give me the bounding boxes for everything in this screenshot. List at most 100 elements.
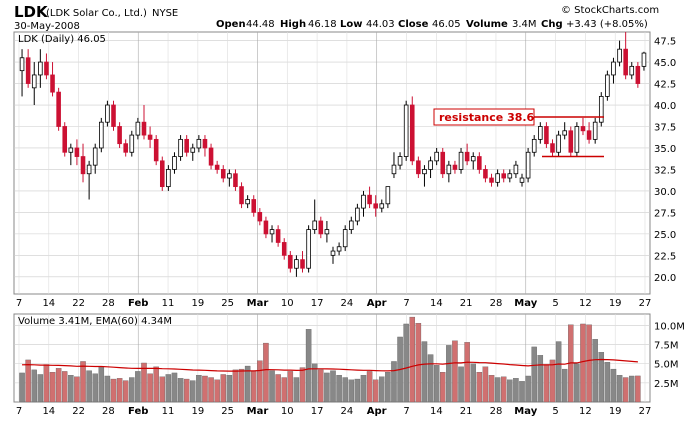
candle-body — [355, 207, 360, 222]
volume-x-tick-label: May — [514, 406, 537, 417]
price-y-tick-label: 45.0 — [654, 58, 676, 69]
price-x-tick-label: 21 — [460, 298, 473, 309]
candle-body — [227, 173, 232, 179]
price-y-tick-label: 47.5 — [654, 37, 676, 48]
price-x-tick-label: May — [514, 298, 537, 309]
candle-body — [556, 134, 561, 153]
volume-bar — [196, 375, 202, 403]
volume-bar — [500, 376, 507, 403]
volume-bar — [537, 355, 544, 403]
candle-body — [416, 160, 421, 175]
price-y-tick-label: 22.5 — [654, 251, 676, 262]
candle-body — [68, 147, 74, 153]
candle-body — [25, 57, 31, 84]
price-x-tick-label: Feb — [128, 298, 148, 309]
price-y-tick-label: 40.0 — [654, 101, 676, 112]
candle-body — [458, 151, 464, 170]
volume-bar — [360, 375, 367, 403]
volume-bar — [385, 372, 391, 403]
candle-body — [641, 52, 647, 67]
candle-body — [330, 250, 336, 256]
volume-bar — [476, 372, 483, 403]
candle-body — [598, 96, 604, 123]
candle-body — [159, 160, 165, 188]
volume-bar — [275, 374, 281, 403]
volume-x-tick-label: Mar — [247, 406, 269, 417]
volume-bar — [391, 361, 397, 403]
candle-body — [629, 65, 635, 76]
candle-body — [519, 177, 525, 183]
candle-body — [208, 147, 214, 166]
volume-y-tick-label: 7.5M — [654, 341, 679, 352]
candle-body — [239, 186, 244, 205]
volume-value: 3.4M — [512, 19, 537, 30]
volume-x-tick-label: 11 — [162, 406, 175, 417]
candle-body — [544, 126, 549, 145]
candle-body — [153, 138, 159, 162]
volume-bar — [55, 368, 62, 403]
volume-bar — [122, 380, 129, 403]
volume-bar — [513, 378, 519, 403]
high-value: 46.18 — [308, 19, 337, 30]
volume-bar — [25, 359, 31, 403]
volume-bar — [159, 376, 166, 403]
volume-bar — [19, 372, 25, 403]
volume-bar — [446, 345, 452, 403]
volume-bar — [482, 366, 489, 403]
price-x-tick-label: Mar — [247, 298, 269, 309]
volume-x-tick-label: 19 — [609, 406, 622, 417]
open-value: 44.48 — [246, 19, 275, 30]
candle-body — [263, 220, 269, 235]
volume-bar — [171, 372, 178, 403]
volume-bar — [415, 323, 422, 403]
volume-x-tick-label: 10 — [281, 406, 294, 417]
candle-body — [294, 259, 299, 269]
volume-x-tick-label: 5 — [552, 406, 558, 417]
candle-body — [233, 173, 238, 188]
volume-panel: 2.5M 5.0M 7.5M 10.0M Volume 3.41M, EMA(60) … — [13, 313, 685, 403]
candle-body — [477, 156, 482, 170]
candle-body — [483, 169, 488, 179]
volume-bar — [244, 365, 251, 403]
volume-x-tick-label: 24 — [341, 406, 354, 417]
candle-body — [92, 147, 98, 166]
candle-body — [62, 126, 68, 153]
volume-bar — [549, 359, 556, 403]
price-x-tick-label: Apr — [367, 298, 387, 309]
price-x-tick-label: 19 — [609, 298, 622, 309]
volume-bar — [153, 366, 159, 403]
candle-body — [245, 199, 250, 205]
candle-body — [635, 65, 641, 84]
volume-bar — [427, 354, 434, 403]
candle-body — [123, 143, 128, 153]
volume-bar — [147, 373, 153, 403]
volume-y-tick-label: 5.0M — [654, 360, 679, 371]
volume-bar — [208, 377, 214, 403]
volume-bar — [616, 375, 623, 403]
price-y-tick-label: 37.5 — [654, 122, 676, 133]
candle-body — [196, 138, 202, 149]
volume-bar — [635, 375, 641, 403]
volume-bar — [622, 377, 629, 403]
price-x-tick-label: 25 — [221, 298, 234, 309]
candle-body — [428, 160, 433, 170]
candle-body — [440, 151, 446, 175]
candle-body — [470, 156, 476, 162]
price-y-tick-label: 42.5 — [654, 80, 676, 91]
volume-bar — [433, 365, 440, 403]
volume-x-tick-label: 27 — [639, 406, 652, 417]
volume-bar — [561, 368, 568, 403]
candle-body — [452, 164, 458, 170]
resistance-lines — [534, 116, 604, 158]
volume-bar — [403, 323, 409, 403]
volume-x-tick-label: Feb — [128, 406, 148, 417]
volume-x-tick-label: 17 — [311, 406, 324, 417]
volume-bar — [68, 375, 74, 403]
price-x-tick-label: 27 — [639, 298, 652, 309]
volume-bar — [190, 380, 196, 403]
candle-body — [525, 151, 531, 179]
volume-bar — [263, 342, 269, 403]
candle-body — [184, 138, 189, 153]
volume-bar — [580, 323, 586, 403]
change-label: Chg — [541, 19, 563, 30]
